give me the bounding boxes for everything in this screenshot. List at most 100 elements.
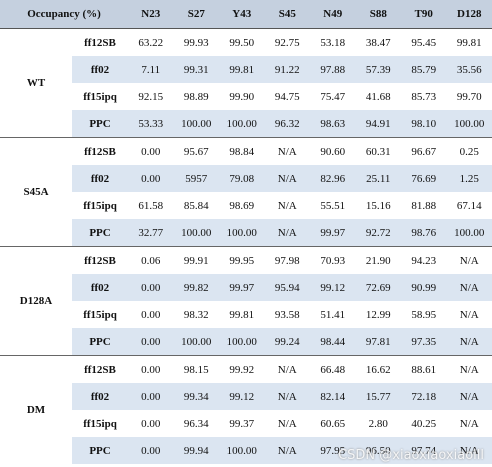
- value-cell: 85.73: [411, 90, 437, 103]
- value-cell: 0.00: [128, 383, 174, 410]
- value-cell: 99.81: [456, 36, 482, 49]
- value-cell: 0.00: [128, 355, 174, 383]
- header-cell: S88: [355, 0, 402, 29]
- value-cell: 99.82: [173, 274, 220, 301]
- value-cell: 94.91: [355, 110, 402, 138]
- value-cell: 98.63: [310, 110, 356, 138]
- value-cell: 97.95: [310, 437, 356, 464]
- table-row: PPC 53.33 100.00 100.00 96.32 98.63 94.91 98.10…: [0, 110, 492, 138]
- value-cell: 99.12: [219, 383, 265, 410]
- value-cell: 25.11: [355, 165, 402, 192]
- header-cell: S27: [173, 0, 220, 29]
- value-cell: 67.14: [456, 199, 482, 212]
- value-cell: 72.18: [401, 383, 447, 410]
- method-label: PPC: [72, 219, 129, 247]
- value-cell: 21.90: [355, 246, 402, 274]
- value-cell: 0.00: [128, 165, 174, 192]
- value-cell: 12.99: [365, 308, 391, 321]
- value-cell: 99.24: [264, 328, 311, 356]
- value-cell: 100.00: [219, 437, 265, 464]
- value-cell: N/A: [446, 274, 492, 301]
- value-cell: N/A: [446, 383, 492, 410]
- value-cell: 82.96: [310, 165, 356, 192]
- group-label: S45A: [0, 137, 72, 247]
- table-row: S45A ff12SB 0.00 95.67 98.84 N/A 90.60 60.31 96.…: [0, 137, 492, 247]
- value-cell: 85.79: [401, 56, 447, 83]
- group-label: D128A: [0, 246, 72, 356]
- value-cell: N/A: [459, 308, 479, 321]
- value-cell: N/A: [264, 355, 311, 383]
- table-row: ff15ipq 0.00 96.34 99.37 N/A 60.65 2.80 40.25 N/…: [0, 410, 492, 437]
- value-cell: 72.69: [355, 274, 402, 301]
- value-cell: 99.31: [173, 56, 220, 83]
- value-cell: 85.84: [183, 199, 209, 212]
- value-cell: 40.25: [411, 417, 437, 430]
- table-row: ff15ipq 0.00 98.32 99.81 93.58 51.41 12.99 58.9…: [0, 301, 492, 328]
- value-cell: 99.97: [219, 274, 265, 301]
- value-cell: 99.91: [173, 246, 220, 274]
- value-cell: 99.81: [229, 308, 255, 321]
- value-cell: 98.84: [219, 137, 265, 165]
- value-cell: 100.00: [446, 110, 492, 138]
- value-cell: 0.25: [446, 137, 492, 165]
- value-cell: 1.25: [446, 165, 492, 192]
- value-cell: 99.70: [456, 90, 482, 103]
- value-cell: 51.41: [320, 308, 346, 321]
- value-cell: 97.74: [401, 437, 447, 464]
- value-cell: 15.77: [355, 383, 402, 410]
- method-label: PPC: [72, 437, 129, 464]
- method-label: PPC: [72, 110, 129, 138]
- method-label: ff15ipq: [83, 90, 117, 103]
- value-cell: 99.81: [219, 56, 265, 83]
- value-cell: 60.65: [320, 417, 346, 430]
- value-cell: N/A: [446, 328, 492, 356]
- value-cell: N/A: [459, 417, 479, 430]
- value-cell: 90.60: [310, 137, 356, 165]
- value-cell: 98.15: [173, 355, 220, 383]
- value-cell: 92.75: [274, 36, 300, 49]
- value-cell: 100.00: [219, 110, 265, 138]
- value-cell: 0.00: [128, 328, 174, 356]
- header-cell: T90: [401, 0, 447, 29]
- value-cell: 32.77: [128, 219, 174, 247]
- value-cell: 16.62: [355, 355, 402, 383]
- value-cell: 91.22: [264, 56, 311, 83]
- value-cell: 98.89: [183, 90, 209, 103]
- value-cell: 15.16: [365, 199, 391, 212]
- value-cell: N/A: [446, 246, 492, 274]
- value-cell: 97.88: [310, 56, 356, 83]
- value-cell: 41.68: [365, 90, 391, 103]
- value-cell: N/A: [446, 355, 492, 383]
- value-cell: 98.76: [401, 219, 447, 247]
- value-cell: 100.00: [173, 110, 220, 138]
- value-cell: 92.15: [138, 90, 164, 103]
- value-cell: 0.06: [128, 246, 174, 274]
- value-cell: 2.80: [368, 417, 388, 430]
- value-cell: 58.95: [411, 308, 437, 321]
- value-cell: 97.35: [401, 328, 447, 356]
- header-cell: N23: [128, 0, 174, 29]
- method-label: ff02: [72, 383, 129, 410]
- value-cell: 94.23: [401, 246, 447, 274]
- value-cell: 81.88: [411, 199, 437, 212]
- value-cell: 88.61: [401, 355, 447, 383]
- value-cell: 76.69: [401, 165, 447, 192]
- value-cell: 57.39: [355, 56, 402, 83]
- value-cell: 100.00: [446, 219, 492, 247]
- value-cell: 96.50: [355, 437, 402, 464]
- value-cell: 99.90: [229, 90, 255, 103]
- value-cell: 98.10: [401, 110, 447, 138]
- value-cell: 55.51: [320, 199, 346, 212]
- value-cell: 7.11: [128, 56, 174, 83]
- value-cell: 93.58: [274, 308, 300, 321]
- method-label: ff02: [72, 165, 129, 192]
- value-cell: 99.34: [173, 383, 220, 410]
- method-label: ff15ipq: [83, 308, 117, 321]
- value-cell: 61.58: [138, 199, 164, 212]
- value-cell: N/A: [264, 165, 311, 192]
- header-cell: Y43: [219, 0, 265, 29]
- value-cell: 79.08: [219, 165, 265, 192]
- header-cell: Occupancy (%): [0, 0, 129, 29]
- table-row: PPC 0.00 100.00 100.00 99.24 98.44 97.81 97.35 N…: [0, 328, 492, 356]
